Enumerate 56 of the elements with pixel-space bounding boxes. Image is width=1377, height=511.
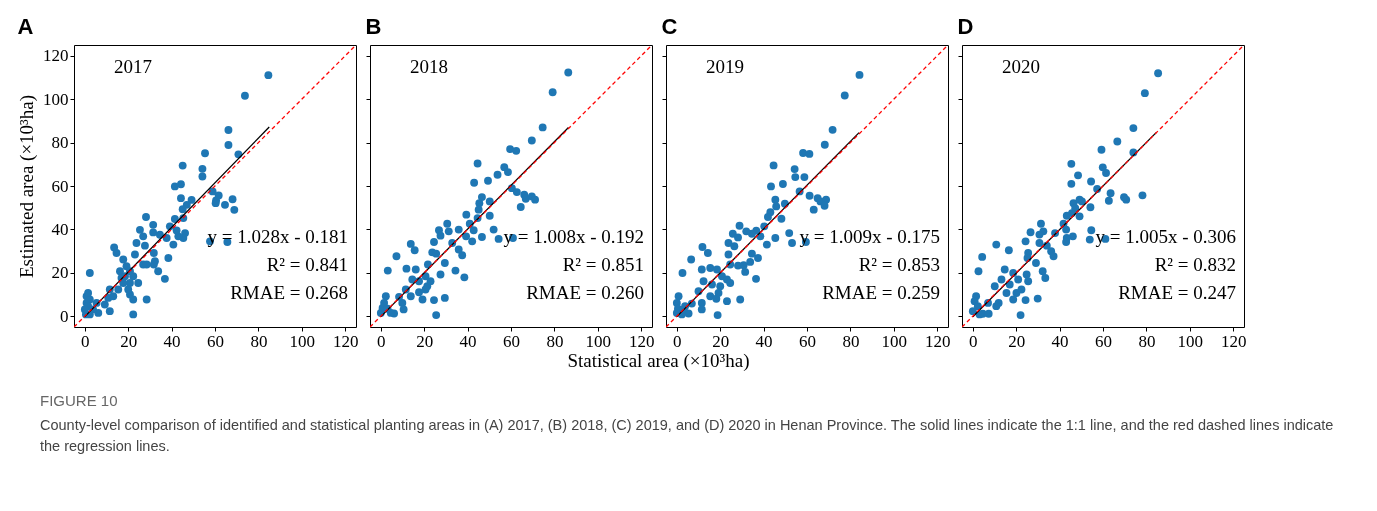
- chart-title: D: [957, 14, 974, 39]
- x-axis-title: Statistical area (×10³ha): [567, 349, 750, 372]
- x-tick-label: 20: [120, 331, 138, 351]
- x-tick-label: 80: [250, 331, 268, 351]
- x-tick-label: 100: [1177, 331, 1204, 351]
- y-tick-label: 20: [51, 263, 69, 283]
- x-tick-label: 60: [1095, 331, 1112, 351]
- annotation: RMAE = 0.259: [822, 282, 940, 303]
- y-tick-label: 60: [51, 176, 69, 196]
- chart-title: B: [365, 14, 382, 39]
- x-tick-label: 40: [163, 331, 181, 351]
- x-tick-label: 60: [503, 331, 520, 351]
- annotation: R² = 0.841: [266, 254, 348, 275]
- x-tick-label: 20: [712, 331, 730, 351]
- caption: FIGURE 10: [40, 391, 119, 411]
- annotation: R² = 0.832: [1154, 254, 1236, 275]
- y-tick-label: 80: [51, 133, 69, 153]
- x-tick-label: 20: [416, 331, 434, 351]
- x-tick-label: 20: [1008, 331, 1026, 351]
- y-tick-label: 40: [51, 219, 69, 239]
- y-tick-label: 120: [43, 46, 69, 66]
- y-tick-label: 100: [43, 89, 69, 109]
- x-tick-label: 80: [842, 331, 860, 351]
- chart-title: A: [17, 14, 34, 39]
- annotation: R² = 0.851: [562, 254, 644, 275]
- y-tick-label: 0: [60, 306, 69, 326]
- x-tick-label: 0: [969, 331, 978, 351]
- x-tick-label: 0: [377, 331, 386, 351]
- x-tick-label: 40: [1051, 331, 1069, 351]
- x-tick-label: 120: [1220, 331, 1247, 351]
- text: County-level comparison of identified and statistical planting areas in (A) 2017, (B) 2018, (C) 2019, and (D) 2020 in Henan Province. The solid lines indicate the 1:1 line, and the red dashed lines indicate the regression lines.: [40, 415, 1335, 457]
- annotation: R² = 0.853: [858, 254, 940, 275]
- x-tick-label: 60: [799, 331, 816, 351]
- annotation: 2017: [114, 56, 152, 77]
- x-tick-label: 40: [459, 331, 477, 351]
- x-tick-label: 120: [332, 331, 359, 351]
- x-tick-label: 100: [289, 331, 316, 351]
- annotation: RMAE = 0.268: [230, 282, 348, 303]
- chart-title: C: [661, 14, 678, 39]
- y-axis-title: Estimated area (×10³ha): [16, 94, 38, 279]
- annotation: 2019: [706, 56, 744, 77]
- annotation: RMAE = 0.247: [1118, 282, 1236, 303]
- x-tick-label: 80: [1138, 331, 1156, 351]
- x-tick-label: 40: [755, 331, 773, 351]
- x-tick-label: 80: [546, 331, 564, 351]
- x-tick-label: 100: [585, 331, 612, 351]
- annotation: 2020: [1002, 56, 1040, 77]
- x-tick-label: 60: [207, 331, 224, 351]
- x-tick-label: 0: [81, 331, 90, 351]
- x-tick-label: 120: [628, 331, 655, 351]
- annotation: y = 1.005x - 0.306: [1095, 226, 1236, 247]
- x-tick-label: 120: [924, 331, 951, 351]
- x-tick-label: 0: [673, 331, 682, 351]
- x-tick-label: 100: [881, 331, 908, 351]
- annotation: RMAE = 0.260: [526, 282, 644, 303]
- annotation: 2018: [410, 56, 448, 77]
